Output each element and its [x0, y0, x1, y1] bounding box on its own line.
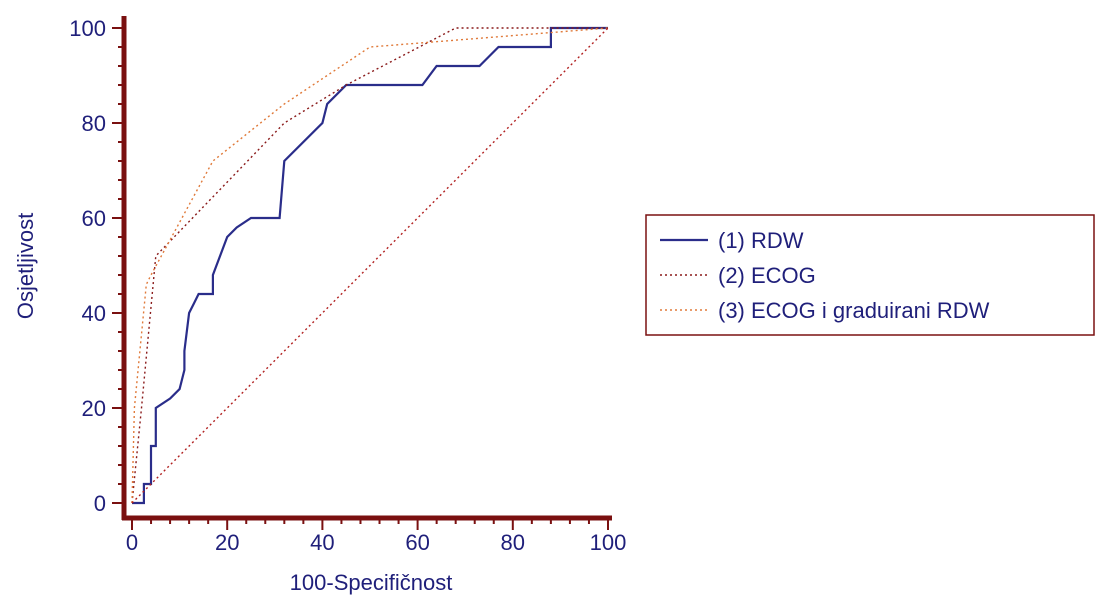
- y-tick-label: 20: [82, 396, 106, 421]
- x-tick-label: 80: [501, 530, 525, 555]
- x-tick-label: 60: [405, 530, 429, 555]
- axes-layer: [121, 16, 612, 521]
- y-tick-label: 0: [94, 491, 106, 516]
- series-line-2: [131, 27, 608, 504]
- x-axis-title: 100-Specifičnost: [290, 570, 453, 595]
- y-tick-label: 40: [82, 301, 106, 326]
- legend: (1) RDW (2) ECOG (3) ECOG i graduirani RDW: [645, 214, 1095, 336]
- series-line-3: [131, 27, 609, 504]
- legend-label: (3) ECOG i graduirani RDW: [718, 298, 990, 323]
- y-axis-title: Osjetljivost: [13, 213, 38, 319]
- series-line-1: [132, 26, 608, 505]
- x-tick-label: 40: [310, 530, 334, 555]
- x-tick-label: 100: [590, 530, 627, 555]
- x-tick-label: 0: [126, 530, 138, 555]
- legend-box: [645, 214, 1095, 336]
- diagonal-reference-line: [131, 27, 609, 504]
- y-tick-label: 80: [82, 111, 106, 136]
- ticks-layer: 0 20 40 60 80 100 0 20 40 60 80 100: [69, 16, 626, 555]
- legend-items: (1) RDW (2) ECOG (3) ECOG i graduirani RDW: [660, 228, 990, 323]
- x-tick-label: 20: [215, 530, 239, 555]
- series-layer: [131, 26, 609, 505]
- y-tick-label: 60: [82, 206, 106, 231]
- legend-label: (1) RDW: [718, 228, 804, 253]
- legend-label: (2) ECOG: [718, 263, 816, 288]
- y-tick-label: 100: [69, 16, 106, 41]
